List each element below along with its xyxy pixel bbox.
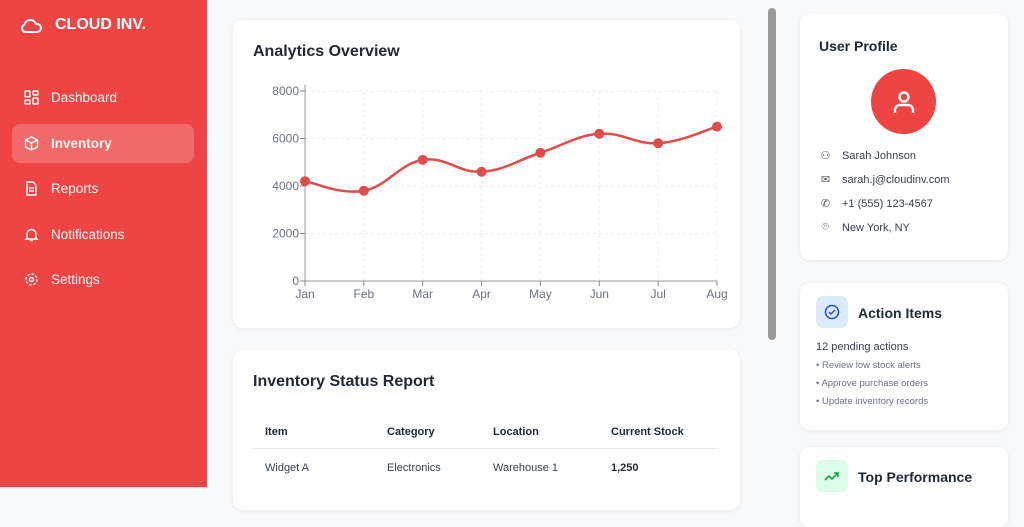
profile-location: New York, NY xyxy=(842,221,910,234)
column-header[interactable]: Category xyxy=(375,412,481,449)
x-tick-label: May xyxy=(529,287,552,301)
sidebar: CLOUD INV. Dashboard Inventory Reports N… xyxy=(0,0,207,487)
y-tick-label: 0 xyxy=(292,274,299,288)
analytics-card: Analytics Overview 0 2000 4000 6000 8000 Jan F… xyxy=(233,20,740,328)
data-point xyxy=(417,154,428,165)
sidebar-item-label: Settings xyxy=(51,272,100,287)
top-performance-title: Top Performance xyxy=(858,469,973,485)
data-point xyxy=(358,185,369,196)
cell-stock: 1,250 xyxy=(611,462,639,474)
avatar[interactable] xyxy=(871,69,936,134)
box-icon xyxy=(24,135,39,151)
profile-location-row: ⌾ New York, NY xyxy=(819,221,950,234)
table-header: Item Category Location Current Stock xyxy=(253,412,719,449)
sidebar-item-dashboard[interactable]: Dashboard xyxy=(12,78,194,117)
cell-location: Warehouse 1 xyxy=(493,462,559,474)
profile-title: User Profile xyxy=(819,38,898,54)
scrollbar[interactable] xyxy=(768,8,776,340)
map-pin-icon: ⌾ xyxy=(822,221,829,233)
data-point xyxy=(476,166,487,177)
x-tick-label: Jul xyxy=(650,287,665,301)
data-point xyxy=(535,147,546,158)
sidebar-item-notifications[interactable]: Notifications xyxy=(12,215,194,254)
sidebar-item-label: Notifications xyxy=(51,226,125,242)
column-header[interactable]: Current Stock xyxy=(599,412,719,449)
cloud-icon xyxy=(21,18,42,33)
action-item[interactable]: • Approve purchase orders xyxy=(816,378,929,389)
brand-name: CLOUD INV. xyxy=(55,16,146,33)
table-row[interactable]: Widget A Electronics Warehouse 1 1,250 xyxy=(253,449,719,488)
data-point xyxy=(594,128,605,139)
person-icon: ⚇ xyxy=(820,150,831,162)
check-circle-icon xyxy=(816,296,848,328)
action-item[interactable]: • Review low stock alerts xyxy=(816,360,921,371)
sidebar-item-reports[interactable]: Reports xyxy=(12,169,194,208)
mail-icon: ✉ xyxy=(820,174,831,186)
file-icon xyxy=(26,181,37,196)
data-point xyxy=(653,138,664,149)
profile-phone: +1 (555) 123-4567 xyxy=(842,197,933,210)
action-items-card: Action Items 12 pending actions • Review… xyxy=(800,283,1008,430)
inventory-table: Item Category Location Current Stock Wid… xyxy=(253,412,719,487)
y-tick-label: 8000 xyxy=(272,84,299,98)
inventory-title: Inventory Status Report xyxy=(253,373,435,390)
x-tick-label: Jun xyxy=(590,287,609,301)
sidebar-item-label: Inventory xyxy=(51,135,112,151)
sidebar-item-settings[interactable]: Settings xyxy=(12,260,194,299)
profile-phone-row: ✆ +1 (555) 123-4567 xyxy=(819,197,950,211)
column-header[interactable]: Location xyxy=(481,412,599,449)
sidebar-item-label: Reports xyxy=(51,181,99,196)
x-tick-label: Jan xyxy=(295,287,314,301)
analytics-chart: 0 2000 4000 6000 8000 Jan Feb Mar Apr May Jun Jul Au… xyxy=(272,84,727,301)
pending-summary: 12 pending actions xyxy=(816,341,909,353)
phone-icon: ✆ xyxy=(820,198,831,210)
x-tick-label: Mar xyxy=(412,287,433,301)
action-item[interactable]: • Update inventory records xyxy=(816,396,929,407)
top-performance-card: Top Performance xyxy=(800,447,1008,527)
inventory-card: Inventory Status Report Item Category Lo… xyxy=(233,350,740,510)
gear-icon xyxy=(25,273,38,286)
profile-email-row: ✉ sarah.j@cloudinv.com xyxy=(819,173,950,187)
column-header[interactable]: Item xyxy=(253,412,375,449)
data-point xyxy=(712,121,722,132)
cell-item: Widget A xyxy=(265,462,310,474)
x-tick-label: Apr xyxy=(472,287,491,301)
action-items-title: Action Items xyxy=(858,305,943,321)
logo[interactable]: CLOUD INV. xyxy=(19,16,146,34)
trending-up-icon xyxy=(816,460,848,492)
cell-category: Electronics xyxy=(387,462,441,474)
sidebar-item-label: Dashboard xyxy=(51,90,118,105)
grid-icon xyxy=(24,90,39,105)
y-tick-label: 2000 xyxy=(272,227,299,241)
x-tick-label: Feb xyxy=(354,287,375,301)
profile-name-row: ⚇ Sarah Johnson xyxy=(819,149,950,163)
user-icon xyxy=(893,90,914,113)
profile-card: User Profile ⚇ Sarah Johnson ✉ sarah.j@clo… xyxy=(800,14,1008,260)
profile-email[interactable]: sarah.j@cloudinv.com xyxy=(842,173,950,186)
x-tick-label: Aug xyxy=(706,287,727,301)
analytics-title: Analytics Overview xyxy=(253,43,400,60)
data-point xyxy=(300,176,310,187)
profile-name: Sarah Johnson xyxy=(842,149,916,162)
bell-icon xyxy=(24,228,39,241)
sidebar-item-inventory[interactable]: Inventory xyxy=(12,123,194,163)
series-line xyxy=(304,125,718,193)
y-tick-label: 4000 xyxy=(272,179,299,193)
sidebar-nav: Dashboard Inventory Reports Notification… xyxy=(12,78,194,306)
y-tick-label: 6000 xyxy=(272,132,299,146)
